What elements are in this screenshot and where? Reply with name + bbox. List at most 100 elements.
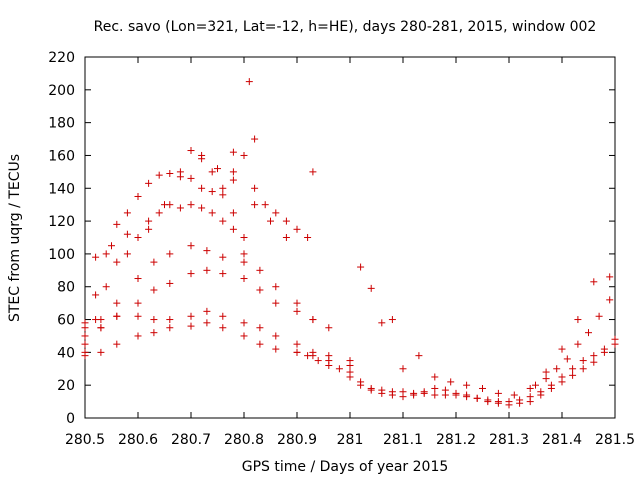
data-point [229, 209, 237, 217]
data-point [537, 391, 545, 399]
data-point [208, 188, 216, 196]
data-point [526, 398, 534, 406]
x-tick-label: 280.9 [277, 432, 317, 448]
data-point [229, 225, 237, 233]
data-point [272, 332, 280, 340]
x-tick-label: 281.2 [436, 432, 476, 448]
data-point [558, 345, 566, 353]
data-point [574, 340, 582, 348]
data-point [166, 316, 174, 324]
data-point [113, 340, 121, 348]
data-point [304, 234, 312, 241]
y-tick-label: 160 [48, 148, 75, 164]
data-point [134, 234, 142, 241]
data-point [219, 312, 227, 320]
data-point [219, 217, 227, 225]
data-point [187, 147, 195, 155]
data-point [431, 391, 439, 399]
data-point [494, 389, 502, 397]
data-point [569, 365, 577, 373]
data-point [176, 168, 184, 176]
data-point [208, 168, 216, 176]
data-point [267, 217, 274, 225]
data-point [399, 393, 407, 401]
data-point [532, 381, 539, 389]
data-point [293, 225, 301, 233]
data-point [420, 388, 428, 396]
data-point [219, 253, 227, 261]
x-tick-label: 281.5 [595, 432, 635, 448]
data-point [219, 324, 227, 332]
data-point [367, 284, 375, 292]
y-tick-label: 60 [57, 313, 75, 329]
data-point [113, 312, 121, 320]
data-point [229, 168, 237, 176]
y-tick-label: 80 [57, 280, 75, 296]
x-axis: 280.5 280.6 280.7 280.8 280.9 281 281.1 281.2 28… [65, 57, 635, 448]
data-point [203, 319, 211, 327]
data-point [113, 299, 121, 307]
data-point [293, 307, 301, 315]
data-point [611, 340, 619, 348]
data-point [282, 217, 290, 225]
data-point [293, 299, 301, 307]
data-point [203, 307, 211, 315]
data-point [606, 296, 614, 304]
y-tick-label: 100 [48, 247, 75, 263]
y-tick-label: 220 [48, 50, 75, 66]
data-point [150, 286, 158, 294]
data-point [150, 258, 158, 266]
data-point [256, 324, 264, 332]
data-point [166, 170, 174, 178]
data-point [410, 391, 418, 399]
data-point [102, 250, 110, 258]
data-point [378, 319, 386, 327]
data-point [595, 312, 603, 320]
data-point [155, 171, 163, 179]
data-point [415, 352, 423, 360]
data-point [309, 316, 317, 324]
y-tick-label: 180 [48, 116, 75, 132]
data-point [431, 373, 439, 381]
data-point [378, 389, 386, 397]
x-tick-label: 281.1 [383, 432, 423, 448]
data-point [187, 174, 195, 182]
y-tick-label: 140 [48, 181, 75, 197]
data-point [309, 168, 317, 176]
data-point [479, 384, 486, 392]
data-point [240, 151, 248, 159]
data-point [272, 209, 280, 217]
data-point [240, 332, 248, 340]
x-axis-label: GPS time / Days of year 2015 [242, 459, 449, 475]
data-point [590, 358, 598, 366]
y-tick-label: 40 [57, 345, 75, 361]
data-point [187, 322, 195, 330]
data-point [516, 399, 524, 407]
x-tick-label: 281.4 [542, 432, 582, 448]
data-point [113, 258, 121, 266]
data-point [272, 283, 280, 291]
data-point [240, 234, 248, 241]
data-point [198, 155, 206, 163]
data-point [505, 401, 513, 409]
x-tick-label: 280.5 [65, 432, 105, 448]
data-point [325, 324, 333, 332]
data-point [251, 201, 259, 209]
data-point [145, 217, 153, 225]
data-point [229, 148, 237, 156]
chart-title: Rec. savo (Lon=321, Lat=-12, h=HE), days… [94, 19, 597, 35]
data-point [123, 230, 131, 238]
data-point [441, 386, 449, 394]
data-point [166, 279, 174, 287]
data-point [145, 179, 153, 187]
data-point [272, 299, 280, 307]
data-point [240, 250, 248, 258]
data-point [240, 319, 248, 327]
data-point [463, 391, 471, 399]
data-point [256, 266, 264, 274]
y-tick-label: 120 [48, 214, 75, 230]
data-point [187, 270, 195, 278]
data-point [161, 201, 168, 209]
y-tick-label: 200 [48, 83, 75, 99]
data-point [463, 381, 471, 389]
